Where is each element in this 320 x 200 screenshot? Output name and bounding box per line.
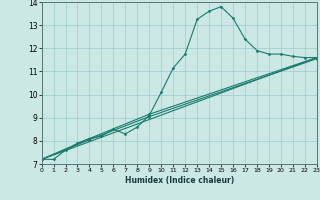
X-axis label: Humidex (Indice chaleur): Humidex (Indice chaleur) bbox=[124, 176, 234, 185]
